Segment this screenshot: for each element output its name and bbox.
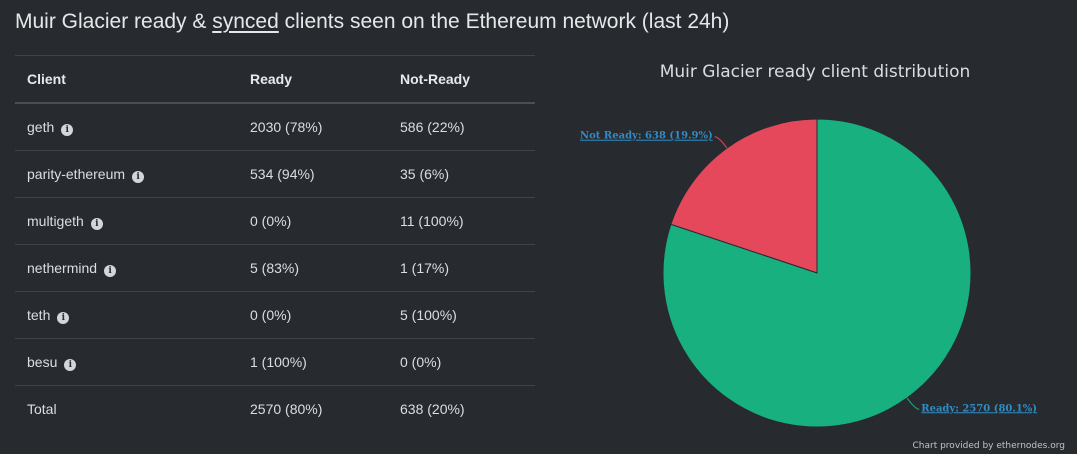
- not-ready-cell: 586 (22%): [388, 103, 535, 151]
- leader-line: [714, 136, 728, 149]
- client-table: Client Ready Not-Ready geth i 2030 (78%) …: [15, 55, 535, 432]
- not-ready-cell: 35 (6%): [388, 150, 535, 198]
- page-title: Muir Glacier ready & synced clients seen…: [15, 10, 730, 33]
- table-row: nethermind i 5 (83%) 1 (17%): [15, 244, 535, 292]
- ready-cell: 5 (83%): [238, 244, 388, 292]
- client-name-cell: multigeth i: [15, 197, 238, 245]
- table-row: geth i 2030 (78%) 586 (22%): [15, 103, 535, 151]
- slice-label-ready[interactable]: Ready: 2570 (80.1%): [921, 403, 1037, 414]
- info-circle-icon[interactable]: i: [64, 358, 77, 371]
- ready-cell: 1 (100%): [238, 338, 388, 386]
- client-name-cell: nethermind i: [15, 244, 238, 292]
- total-not-ready: 638 (20%): [400, 401, 465, 417]
- ready-cell: 2030 (78%): [238, 103, 388, 151]
- info-circle-icon[interactable]: i: [132, 170, 145, 183]
- client-name-cell: teth i: [15, 291, 238, 339]
- synced-link[interactable]: synced: [212, 10, 279, 33]
- table-total-row: Total 2570 (80%) 638 (20%): [15, 386, 535, 433]
- info-circle-icon[interactable]: i: [90, 217, 103, 230]
- header-client: Client: [15, 55, 238, 104]
- table-row: parity-ethereum i 534 (94%) 35 (6%): [15, 150, 535, 198]
- table-row: multigeth i 0 (0%) 11 (100%): [15, 197, 535, 245]
- chart-credit[interactable]: Chart provided by ethernodes.org: [912, 441, 1066, 451]
- not-ready-cell: 0 (0%): [388, 338, 535, 386]
- ready-cell: 0 (0%): [238, 291, 388, 339]
- ready-cell: 0 (0%): [238, 197, 388, 245]
- table-header-row: Client Ready Not-Ready: [15, 55, 535, 104]
- leader-line: [906, 397, 920, 410]
- total-ready: 2570 (80%): [250, 401, 323, 417]
- slice-label-not-ready[interactable]: Not Ready: 638 (19.9%): [580, 131, 713, 142]
- table-row: besu i 1 (100%) 0 (0%): [15, 338, 535, 386]
- client-name-cell: besu i: [15, 338, 238, 386]
- header-ready: Ready: [238, 55, 388, 104]
- info-circle-icon[interactable]: i: [57, 311, 70, 324]
- not-ready-cell: 1 (17%): [388, 244, 535, 292]
- not-ready-cell: 5 (100%): [388, 291, 535, 339]
- info-circle-icon[interactable]: i: [104, 264, 117, 277]
- pie-chart: Not Ready: 638 (19.9%) Ready: 2570 (80.1%…: [580, 118, 1037, 428]
- ready-cell: 534 (94%): [238, 150, 388, 198]
- total-label: Total: [27, 401, 57, 417]
- header-not-ready: Not-Ready: [388, 55, 535, 104]
- table-row: teth i 0 (0%) 5 (100%): [15, 291, 535, 339]
- pie-slice-not-ready[interactable]: [670, 118, 818, 274]
- pie-slice-ready[interactable]: [662, 118, 972, 428]
- not-ready-cell: 11 (100%): [388, 197, 535, 245]
- info-circle-icon[interactable]: i: [61, 123, 74, 136]
- chart-title: Muir Glacier ready client distribution: [659, 62, 971, 82]
- client-name-cell: geth i: [15, 103, 238, 151]
- client-name-cell: parity-ethereum i: [15, 150, 238, 198]
